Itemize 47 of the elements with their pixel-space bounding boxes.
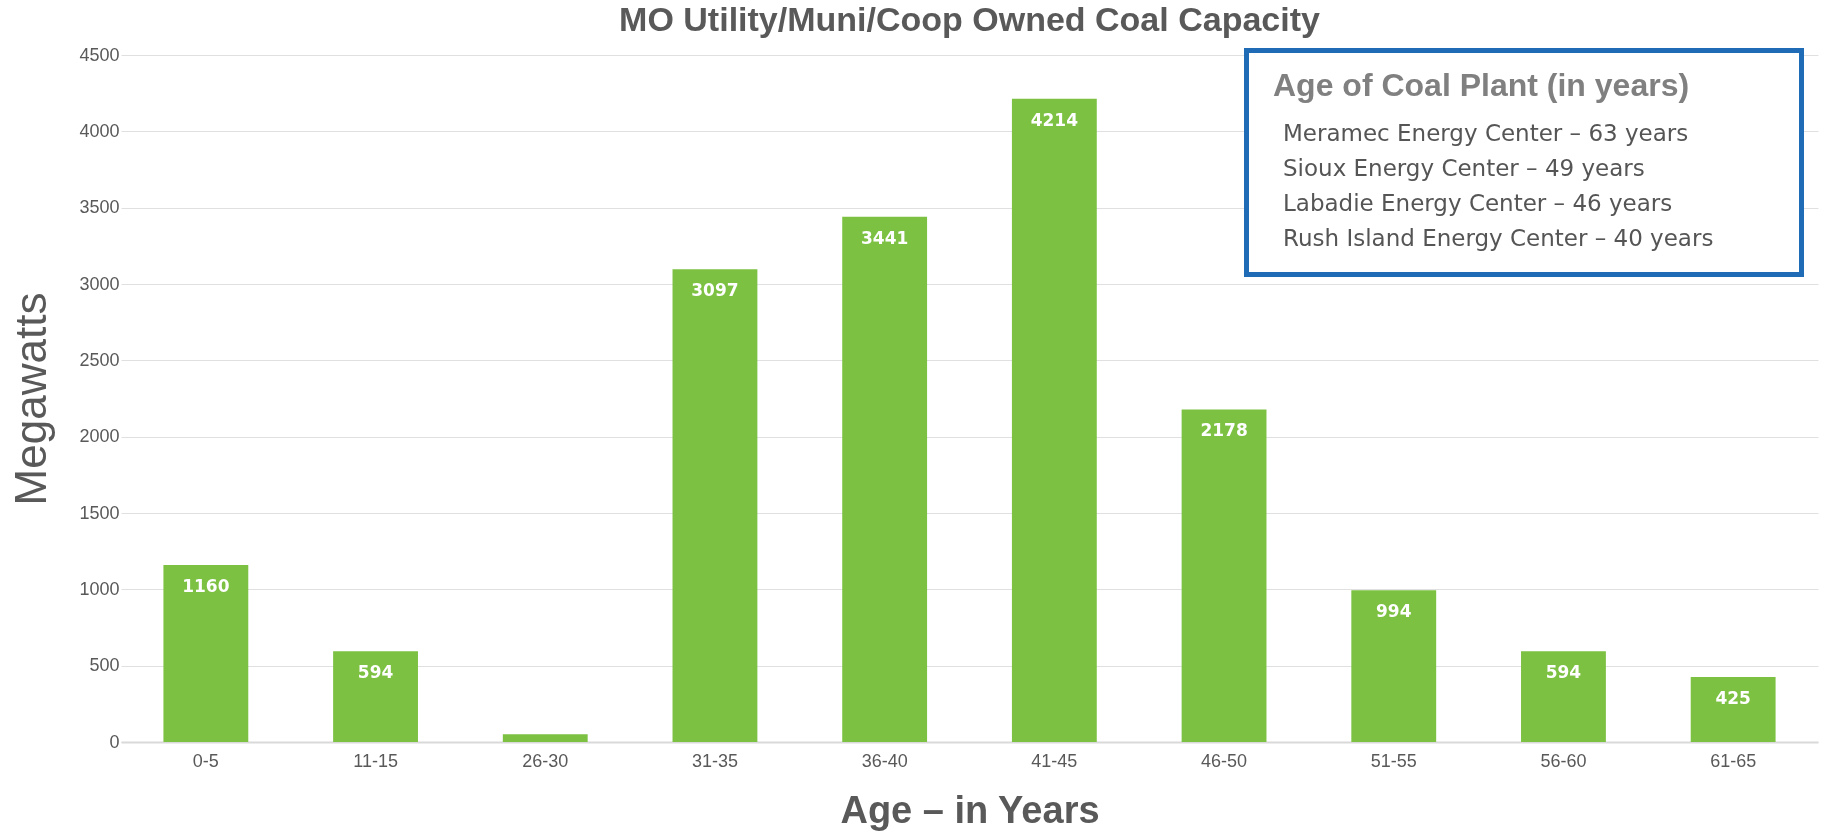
data-label: 3441: [860, 227, 909, 248]
bar: [842, 216, 928, 742]
x-tick-label: 61-65: [1710, 750, 1757, 771]
y-tick-label: 500: [89, 655, 120, 676]
x-tick-label: 31-35: [691, 750, 738, 771]
y-tick-label: 4500: [79, 44, 120, 65]
data-label: 594: [357, 662, 394, 683]
data-label: 594: [1545, 662, 1582, 683]
data-label: 994: [1376, 601, 1412, 622]
annotation: Labadie Energy Center – 46 years: [1282, 189, 1674, 218]
data-label: 2178: [1200, 420, 1248, 441]
x-tick-label: 41-45: [1031, 750, 1078, 771]
annotation: Age of Coal Plant (in years): [1273, 67, 1691, 104]
x-tick-label: 51-55: [1370, 750, 1417, 771]
chart-title: MO Utility/Muni/Coop Owned Coal Capacity: [619, 0, 1320, 38]
y-tick-label: 1500: [79, 502, 120, 523]
x-tick-label: 11-15: [353, 750, 398, 771]
bar: [1521, 651, 1606, 742]
y-tick-label: 2500: [79, 349, 120, 370]
y-tick-label: 2000: [79, 426, 120, 447]
bar: [1351, 590, 1437, 742]
bar: [672, 269, 758, 742]
y-tick-label: 3000: [79, 273, 120, 294]
bar: [1690, 677, 1776, 742]
y-tick-label: 3500: [79, 197, 120, 218]
x-axis-title: Age – in Years: [840, 788, 1100, 831]
annotation: Sioux Energy Center – 49 years: [1282, 154, 1646, 183]
x-tick-label: 36-40: [861, 750, 908, 771]
bar: [1011, 98, 1097, 742]
data-label: 1160: [182, 575, 230, 596]
y-tick-label: 1000: [79, 578, 120, 599]
bar: [163, 564, 249, 742]
x-tick-label: 26-30: [522, 750, 569, 771]
bar: [502, 734, 588, 742]
y-tick-label: 0: [109, 731, 120, 752]
x-tick-label: 0-5: [192, 750, 219, 771]
data-label: 425: [1715, 688, 1751, 709]
x-tick-label: 46-50: [1201, 750, 1248, 771]
annotation: Rush Island Energy Center – 40 years: [1282, 224, 1715, 253]
data-label: 4214: [1030, 109, 1079, 130]
annotation: Meramec Energy Center – 63 years: [1282, 119, 1690, 148]
y-axis-title: Megawatts: [6, 292, 56, 506]
y-tick-label: 4000: [79, 120, 120, 141]
x-tick-label: 56-60: [1540, 750, 1587, 771]
bar: [333, 651, 418, 742]
bar: [1181, 409, 1267, 742]
data-label: 3097: [691, 280, 739, 301]
